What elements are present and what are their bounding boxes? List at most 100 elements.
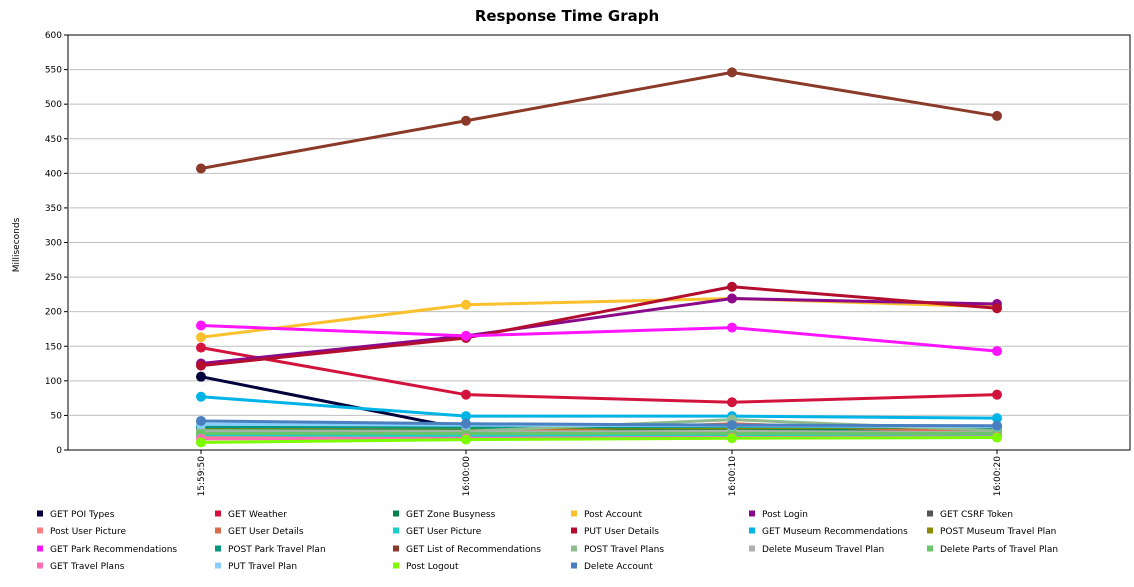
legend-swatch — [37, 527, 43, 534]
data-point — [992, 303, 1002, 314]
legend-swatch — [927, 527, 933, 534]
data-point — [727, 397, 737, 408]
legend-swatch — [393, 527, 399, 534]
data-point — [461, 330, 471, 341]
legend-label: PUT Travel Plan — [228, 562, 297, 572]
legend-item: Delete Account — [571, 562, 653, 572]
series-20 — [196, 432, 1002, 448]
legend-item: Post Account — [571, 510, 643, 520]
data-point — [727, 293, 737, 304]
data-point — [461, 418, 471, 429]
legend-item: Delete Museum Travel Plan — [749, 545, 884, 555]
legend-item: GET Weather — [215, 510, 287, 520]
legend-swatch — [215, 510, 221, 517]
data-point — [992, 110, 1002, 121]
legend-item: Post Logout — [393, 562, 459, 572]
legend-swatch — [927, 545, 933, 552]
data-point — [727, 420, 737, 431]
legend-swatch — [927, 510, 933, 517]
legend-swatch — [571, 545, 577, 552]
series-line — [200, 70, 998, 170]
y-tick-label: 50 — [51, 411, 63, 421]
legend-label: POST Park Travel Plan — [228, 545, 326, 555]
series-lines — [196, 67, 1002, 448]
data-point — [196, 415, 206, 426]
legend-swatch — [393, 510, 399, 517]
y-tick-label: 300 — [45, 239, 62, 249]
legend-swatch — [215, 562, 221, 569]
data-point — [461, 299, 471, 310]
data-point — [461, 389, 471, 400]
data-point — [727, 281, 737, 292]
legend-label: Post Login — [762, 510, 808, 520]
data-point — [992, 389, 1002, 400]
data-point — [992, 432, 1002, 443]
data-point — [461, 115, 471, 126]
legend-label: Post Account — [584, 510, 643, 520]
chart-title: Response Time Graph — [475, 7, 659, 25]
series-line — [200, 324, 998, 353]
data-point — [196, 342, 206, 353]
legend-swatch — [37, 562, 43, 569]
data-point — [196, 360, 206, 371]
data-point — [461, 434, 471, 445]
legend-swatch — [571, 562, 577, 569]
data-point — [196, 163, 206, 174]
legend-label: Post Logout — [406, 562, 459, 572]
series-12 — [196, 320, 1002, 357]
data-point — [992, 413, 1002, 424]
legend-item: GET Zone Busyness — [393, 510, 496, 520]
legend-item: GET POI Types — [37, 510, 115, 520]
legend-item: GET User Picture — [393, 527, 482, 537]
x-tick-label: 16:00:20 — [993, 456, 1003, 497]
legend-swatch — [393, 545, 399, 552]
series-line — [200, 285, 998, 368]
data-point — [196, 437, 206, 448]
legend-item: GET Museum Recommendations — [749, 527, 908, 537]
data-point — [196, 320, 206, 331]
y-tick-label: 550 — [45, 66, 62, 76]
legend-item: Delete Parts of Travel Plan — [927, 545, 1058, 555]
y-tick-label: 0 — [56, 446, 62, 456]
data-point — [727, 433, 737, 444]
legend-item: PUT User Details — [571, 527, 659, 537]
series-14 — [196, 67, 1002, 174]
data-point — [992, 420, 1002, 431]
legend-label: Delete Account — [584, 562, 653, 572]
legend-item: POST Park Travel Plan — [215, 545, 326, 555]
legend-label: PUT User Details — [584, 527, 659, 537]
series-1 — [196, 342, 1002, 408]
legend-swatch — [749, 527, 755, 534]
data-point — [196, 371, 206, 382]
legend-swatch — [37, 510, 43, 517]
legend-label: GET User Details — [228, 527, 304, 537]
series-line — [200, 436, 998, 444]
data-point — [196, 391, 206, 402]
data-point — [727, 322, 737, 333]
legend-item: GET Travel Plans — [37, 562, 125, 572]
data-point — [992, 346, 1002, 357]
legend-item: Post Login — [749, 510, 808, 520]
y-tick-label: 250 — [45, 273, 62, 283]
y-tick-label: 600 — [45, 31, 62, 41]
x-axis: 15:59:50 16:00:00 16:00:10 16:00:20 — [197, 450, 1003, 496]
legend-swatch — [571, 510, 577, 517]
series-line — [200, 433, 998, 438]
legend-label: GET POI Types — [50, 510, 115, 520]
series-line — [200, 346, 998, 404]
y-axis: 0 50 100 150 200 250 300 350 400 450 500 550 600 — [45, 31, 68, 456]
legend-item: GET User Details — [215, 527, 304, 537]
y-tick-label: 200 — [45, 308, 62, 318]
legend-item: GET CSRF Token — [927, 510, 1013, 520]
legend-item: PUT Travel Plan — [215, 562, 297, 572]
legend-label: POST Museum Travel Plan — [940, 527, 1056, 537]
y-tick-label: 350 — [45, 204, 62, 214]
legend-item: POST Museum Travel Plan — [927, 527, 1056, 537]
y-tick-label: 450 — [45, 135, 62, 145]
legend: GET POI Types GET Weather GET Zone Busynes… — [37, 510, 1058, 572]
x-tick-label: 16:00:00 — [462, 456, 472, 497]
y-axis-label: Milliseconds — [12, 217, 22, 272]
series-line — [200, 395, 998, 420]
legend-label: GET Zone Busyness — [406, 510, 496, 520]
data-point — [461, 411, 471, 422]
